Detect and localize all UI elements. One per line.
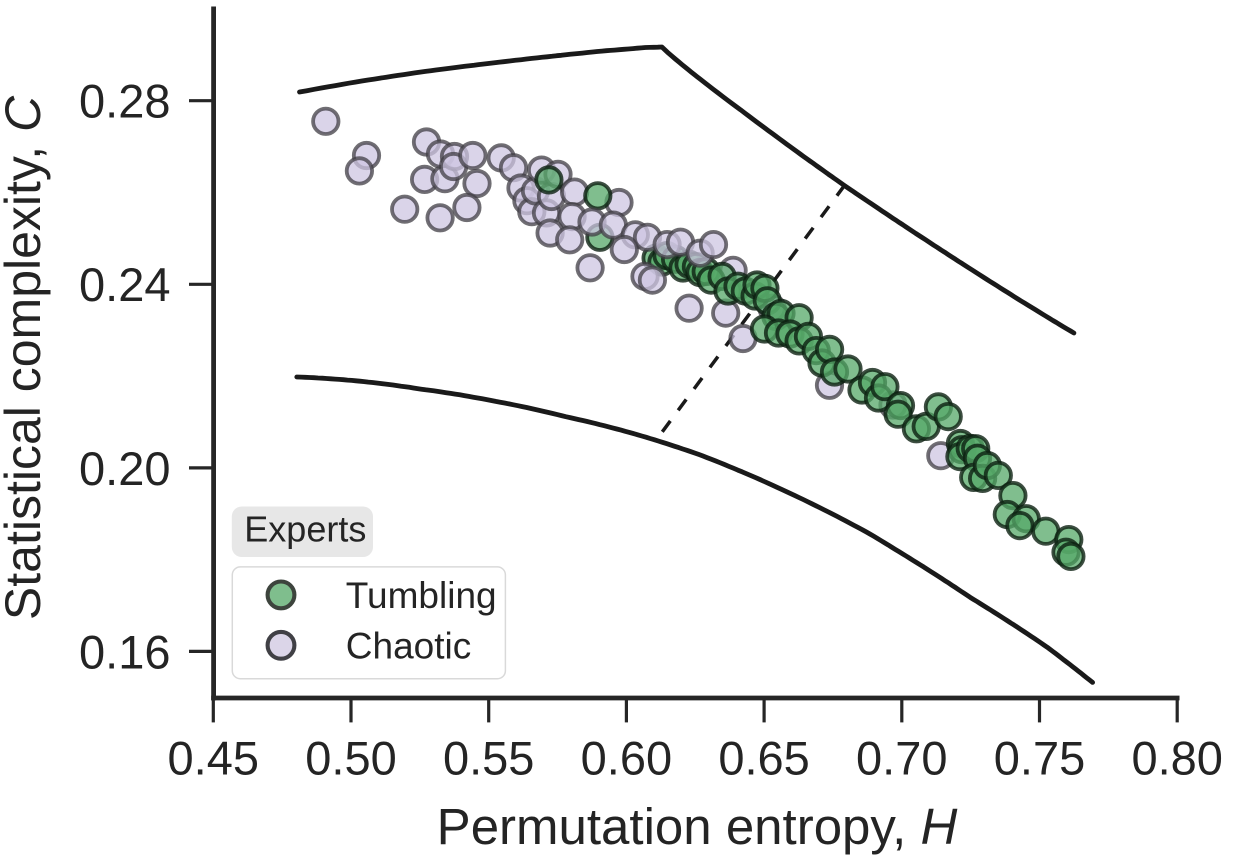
svg-text:0.60: 0.60 xyxy=(581,732,672,785)
svg-text:0.65: 0.65 xyxy=(718,732,809,785)
svg-text:0.80: 0.80 xyxy=(1131,732,1222,785)
svg-text:0.45: 0.45 xyxy=(168,732,259,785)
svg-text:0.20: 0.20 xyxy=(79,442,170,495)
svg-text:0.50: 0.50 xyxy=(305,732,396,785)
svg-text:Tumbling: Tumbling xyxy=(346,575,497,616)
svg-text:0.55: 0.55 xyxy=(443,732,534,785)
svg-text:Statistical complexity, C: Statistical complexity, C xyxy=(0,95,51,620)
svg-text:0.28: 0.28 xyxy=(79,75,170,128)
svg-text:0.70: 0.70 xyxy=(856,732,947,785)
svg-text:0.24: 0.24 xyxy=(79,258,170,311)
svg-text:Permutation entropy, H: Permutation entropy, H xyxy=(437,798,958,855)
svg-text:Chaotic: Chaotic xyxy=(346,625,471,666)
svg-text:0.75: 0.75 xyxy=(994,732,1085,785)
svg-text:0.16: 0.16 xyxy=(79,625,170,678)
svg-text:Experts: Experts xyxy=(244,508,366,549)
